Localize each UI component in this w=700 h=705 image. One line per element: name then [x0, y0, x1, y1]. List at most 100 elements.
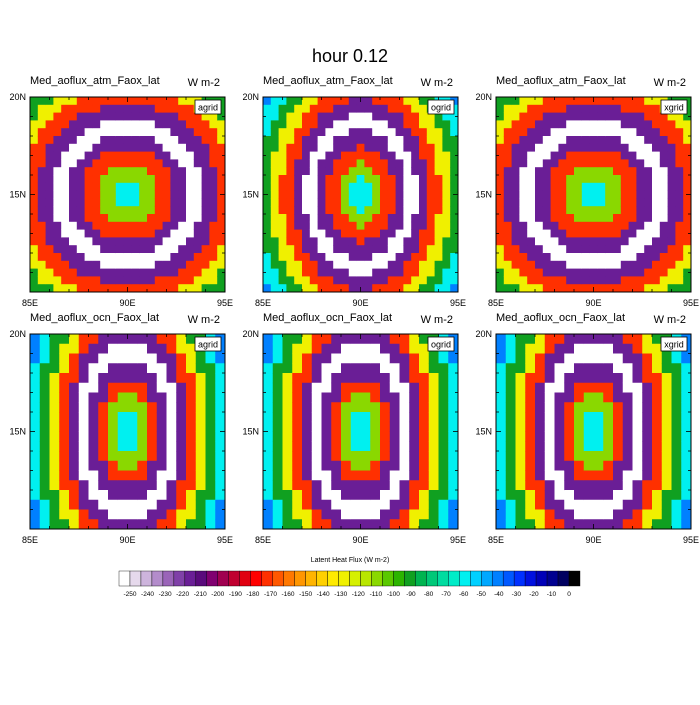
heatmap-cell	[117, 499, 128, 510]
heatmap-cell	[450, 136, 459, 145]
heatmap-cell	[628, 128, 637, 137]
heatmap-cell	[542, 198, 551, 207]
heatmap-cell	[286, 253, 295, 262]
heatmap-cell	[659, 143, 668, 152]
heatmap-cell	[613, 480, 624, 491]
heatmap-cell	[176, 402, 187, 413]
heatmap-cell	[209, 190, 218, 199]
heatmap-cell	[675, 143, 684, 152]
heatmap-cell	[69, 245, 78, 254]
heatmap-cell	[411, 104, 420, 113]
heatmap-cell	[37, 120, 46, 129]
heatmap-cell	[642, 363, 653, 374]
heatmap-cell	[597, 245, 606, 254]
heatmap-cell	[681, 363, 692, 374]
heatmap-cell	[92, 151, 101, 160]
heatmap-cell	[92, 229, 101, 238]
heatmap-cell	[380, 229, 389, 238]
heatmap-cell	[380, 363, 391, 374]
heatmap-cell	[294, 159, 303, 168]
heatmap-cell	[558, 190, 567, 199]
heatmap-cell	[613, 441, 624, 452]
heatmap-cell	[123, 167, 132, 176]
heatmap-cell	[78, 451, 89, 462]
heatmap-cell	[505, 441, 516, 452]
heatmap-cell	[49, 402, 60, 413]
heatmap-cell	[88, 519, 99, 530]
heatmap-cell	[39, 343, 50, 354]
heatmap-cell	[675, 268, 684, 277]
heatmap-cell	[675, 276, 684, 285]
heatmap-cell	[544, 363, 555, 374]
heatmap-cell	[558, 97, 567, 106]
heatmap-cell	[341, 260, 350, 269]
heatmap-cell	[419, 412, 430, 423]
heatmap-cell	[652, 373, 663, 384]
heatmap-cell	[170, 260, 179, 269]
heatmap-cell	[166, 382, 177, 393]
heatmap-cell	[53, 229, 62, 238]
heatmap-cell	[201, 167, 210, 176]
heatmap-cell	[278, 245, 287, 254]
colorbar-swatch	[261, 570, 273, 587]
heatmap-cell	[205, 392, 216, 403]
heatmap-cell	[162, 276, 171, 285]
heatmap-cell	[131, 104, 140, 113]
heatmap-cell	[302, 402, 313, 413]
heatmap-cell	[263, 509, 274, 520]
heatmap-cell	[98, 412, 109, 423]
heatmap-cell	[519, 151, 528, 160]
heatmap-cell	[426, 120, 435, 129]
heatmap-cell	[209, 128, 218, 137]
heatmap-cell	[311, 460, 322, 471]
heatmap-cell	[162, 245, 171, 254]
heatmap-cell	[123, 112, 132, 121]
heatmap-cell	[505, 490, 516, 501]
heatmap-cell	[613, 229, 622, 238]
colorbar-swatch	[162, 570, 175, 587]
heatmap-cell	[100, 97, 109, 106]
heatmap-cell	[442, 159, 451, 168]
heatmap-cell	[154, 276, 163, 285]
heatmap-cell	[428, 382, 439, 393]
heatmap-cell	[574, 245, 583, 254]
heatmap-cell	[496, 499, 507, 510]
heatmap-cell	[503, 159, 512, 168]
heatmap-cell	[147, 276, 156, 285]
heatmap-cell	[574, 97, 583, 106]
heatmap-cell	[61, 229, 70, 238]
heatmap-cell	[201, 159, 210, 168]
heatmap-cell	[278, 143, 287, 152]
heatmap-cell	[583, 451, 594, 462]
heatmap-cell	[622, 343, 633, 354]
heatmap-cell	[139, 167, 148, 176]
heatmap-cell	[642, 509, 653, 520]
heatmap-cell	[605, 260, 614, 269]
colorbar-swatch	[316, 570, 328, 587]
heatmap-cell	[205, 509, 216, 520]
heatmap-cell	[525, 519, 536, 530]
heatmap-cell	[170, 167, 179, 176]
heatmap-cell	[186, 175, 195, 184]
heatmap-cell	[448, 509, 459, 520]
heatmap-cell	[302, 268, 311, 277]
heatmap-cell	[166, 334, 177, 345]
heatmap-cell	[519, 214, 528, 223]
heatmap-cell	[272, 460, 283, 471]
heatmap-cell	[613, 451, 624, 462]
heatmap-cell	[286, 112, 295, 121]
heatmap-cell	[76, 159, 85, 168]
heatmap-cell	[263, 206, 272, 215]
heatmap-cell	[564, 441, 575, 452]
heatmap-cell	[215, 470, 226, 481]
heatmap-cell	[564, 363, 575, 374]
heatmap-cell	[348, 229, 357, 238]
heatmap-cell	[566, 253, 575, 262]
heatmap-cell	[535, 412, 546, 423]
heatmap-cell	[131, 167, 140, 176]
heatmap-cell	[550, 190, 559, 199]
heatmap-cell	[652, 334, 663, 345]
heatmap-cell	[661, 392, 672, 403]
x-tick-label: 95E	[450, 298, 466, 308]
heatmap-cell	[76, 229, 85, 238]
